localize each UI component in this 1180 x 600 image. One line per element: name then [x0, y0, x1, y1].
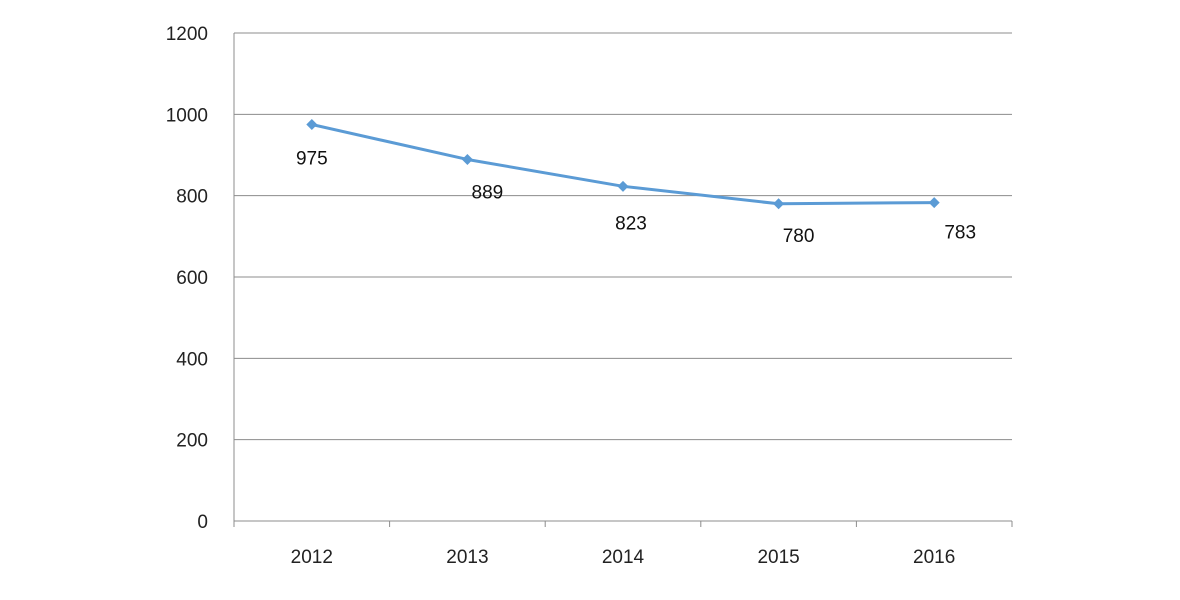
x-tick-label: 2012 [291, 547, 333, 568]
y-tick-label: 800 [176, 187, 208, 208]
y-tick-label: 600 [176, 268, 208, 289]
gridlines [234, 32, 1012, 441]
data-point [928, 197, 940, 209]
x-axis-tick-labels: 2012 2013 2014 2015 2016 [291, 547, 956, 568]
y-tick-label: 1200 [166, 24, 208, 45]
series-markers [306, 119, 940, 210]
series-line-path [310, 123, 936, 206]
data-point [461, 153, 473, 165]
axes [233, 33, 1013, 527]
y-tick-label: 400 [176, 349, 208, 370]
y-tick-label: 200 [176, 431, 208, 452]
x-tick-label: 2016 [913, 547, 955, 568]
x-tick-label: 2013 [446, 547, 488, 568]
data-labels: 975 889 823 780 783 [296, 149, 976, 247]
data-label: 889 [472, 182, 504, 203]
x-tick-label: 2014 [602, 547, 645, 568]
data-point [306, 119, 318, 130]
series-line [310, 123, 936, 206]
data-label: 780 [783, 226, 815, 247]
data-label: 823 [615, 213, 647, 234]
data-point [773, 198, 785, 210]
y-tick-label: 1000 [166, 105, 208, 126]
data-point [617, 180, 629, 192]
y-tick-label: 0 [197, 512, 208, 533]
y-axis-tick-labels: 0 200 400 600 800 1000 1200 [166, 24, 208, 533]
x-tick-label: 2015 [757, 547, 799, 568]
data-label: 975 [296, 149, 328, 170]
data-label: 783 [944, 223, 976, 244]
